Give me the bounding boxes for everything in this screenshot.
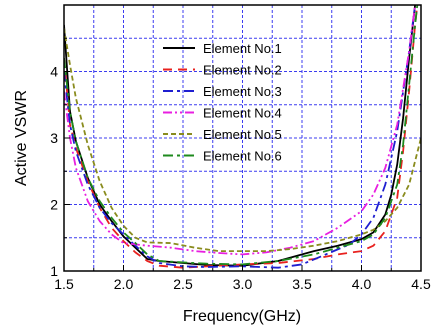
series-line-element-5 bbox=[64, 28, 421, 253]
series-line-element-2 bbox=[64, 5, 419, 269]
y-tick-label: 1 bbox=[50, 263, 58, 279]
x-tick-label: 2.5 bbox=[173, 276, 193, 292]
x-tick-label: 2.0 bbox=[114, 276, 134, 292]
x-tick-label: 3.5 bbox=[292, 276, 312, 292]
x-tick-label: 3.0 bbox=[233, 276, 253, 292]
legend: Element No.1 Element No.2 Element No.3 Elem… bbox=[163, 41, 282, 164]
legend-label: Element No.6 bbox=[203, 149, 282, 164]
y-tick-label: 2 bbox=[50, 197, 58, 213]
series-line-element-4 bbox=[64, 5, 417, 256]
legend-label: Element No.3 bbox=[203, 84, 282, 99]
series-line-element-6 bbox=[64, 5, 419, 266]
y-tick-label: 3 bbox=[50, 130, 58, 146]
series-line-element-3 bbox=[64, 5, 417, 269]
x-tick-label: 1.5 bbox=[54, 276, 74, 292]
legend-label: Element No.2 bbox=[203, 63, 282, 78]
y-tick-label: 4 bbox=[50, 64, 58, 80]
axis-ticks: 1.5 2.0 2.5 3.0 3.5 4.0 4.5 1 2 3 4 bbox=[50, 4, 431, 292]
legend-label: Element No.5 bbox=[203, 127, 282, 142]
y-axis-label: Active VSWR bbox=[13, 90, 30, 186]
legend-label: Element No.4 bbox=[203, 106, 282, 121]
x-tick-label: 4.0 bbox=[352, 276, 372, 292]
x-axis-label: Frequency(GHz) bbox=[183, 308, 301, 325]
x-tick-label: 4.5 bbox=[411, 276, 431, 292]
legend-label: Element No.1 bbox=[203, 41, 282, 56]
